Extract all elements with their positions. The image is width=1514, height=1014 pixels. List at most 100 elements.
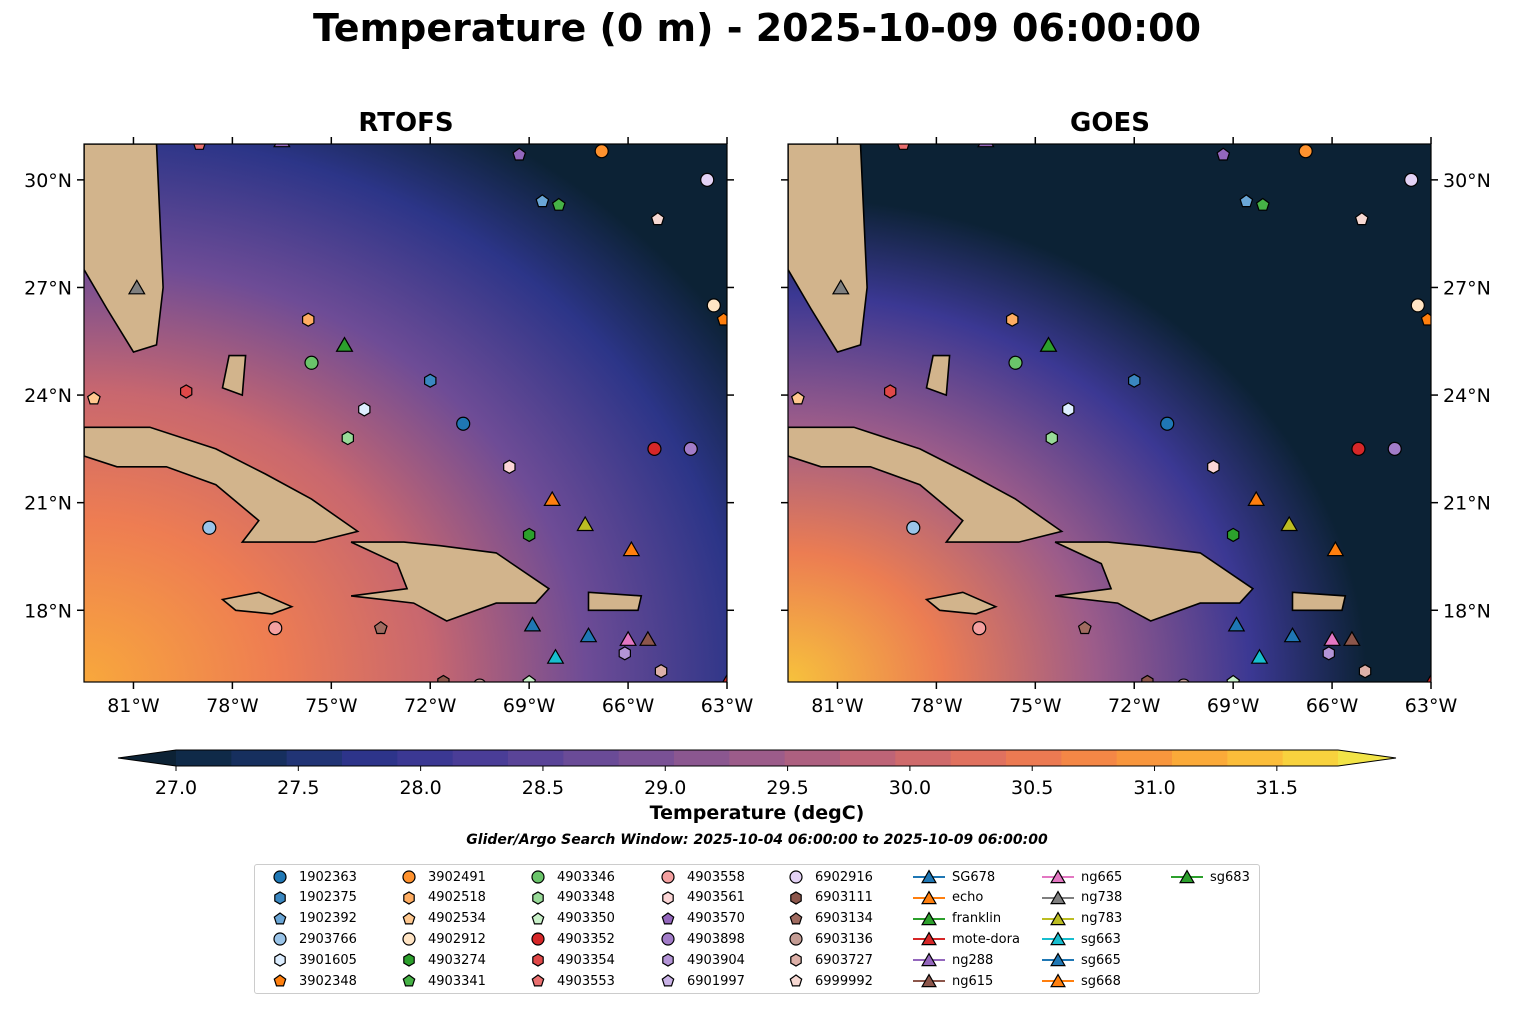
marker-sg678 — [523, 616, 542, 632]
marker-3902491 — [1298, 144, 1313, 159]
legend-symbol — [913, 890, 945, 904]
legend-marker — [402, 974, 416, 987]
legend-symbol — [789, 870, 803, 884]
legend-item: 3901605 — [267, 950, 357, 970]
legend-marker — [1050, 890, 1066, 904]
legend-symbol — [1042, 931, 1074, 946]
land-andros — [925, 354, 951, 397]
legend-item: 4903904 — [655, 950, 745, 970]
legend-symbol — [661, 911, 675, 925]
marker-4903350 — [1226, 674, 1241, 682]
marker-4902912 — [1410, 298, 1425, 313]
legend-label: 4903352 — [557, 931, 615, 947]
legend-label: 4902518 — [428, 890, 486, 906]
marker-4903341 — [1255, 197, 1270, 211]
legend-label: 6903727 — [815, 952, 873, 968]
colorbar-segment — [563, 750, 620, 766]
marker-6903134 — [1077, 620, 1092, 635]
legend-symbol — [403, 891, 415, 905]
legend-item: 4903558 — [655, 867, 745, 887]
marker-4903558 — [972, 621, 987, 636]
legend-item: echo — [912, 888, 983, 908]
panel-title-rtofs: RTOFS — [358, 108, 454, 138]
marker-4903352 — [1351, 441, 1366, 456]
marker-4903274 — [1226, 527, 1240, 543]
legend-label: 4903348 — [557, 890, 615, 906]
legend-label: 4903274 — [428, 952, 486, 968]
legend-item: 4903352 — [525, 929, 615, 949]
legend-symbol — [913, 952, 945, 967]
legend-marker — [1050, 869, 1066, 884]
marker-1902375 — [424, 373, 437, 388]
marker-ng738 — [127, 279, 146, 295]
legend-label: sg668 — [1081, 973, 1121, 989]
y-tick-label: 30°N — [1443, 170, 1491, 192]
map-frame-rtofs — [83, 143, 728, 683]
colorbar-label: Temperature (degC) — [649, 802, 865, 824]
legend-label: 1902363 — [299, 869, 357, 885]
marker-6903134 — [373, 620, 388, 635]
search-window-text: Glider/Argo Search Window: 2025-10-04 06… — [466, 832, 1048, 848]
legend-item: SG678 — [912, 867, 995, 887]
colorbar: 27.0 27.5 28.0 28.5 29.0 29.5 30.0 30.5 31.0 31.5 — [117, 749, 1397, 799]
legend-label: 4903904 — [687, 952, 745, 968]
y-tick-label: 24°N — [1443, 385, 1491, 407]
legend-marker — [921, 890, 937, 904]
legend-label: mote-dora — [952, 931, 1020, 947]
colorbar-segment — [1061, 750, 1118, 766]
legend-marker — [273, 974, 287, 987]
legend-symbol — [402, 932, 416, 946]
legend-symbol — [531, 911, 545, 925]
legend-label: 4903341 — [428, 973, 486, 989]
marker-4903570 — [512, 147, 527, 161]
legend-symbol — [913, 869, 945, 884]
marker-2903766 — [906, 520, 921, 535]
marker-ng288 — [977, 144, 995, 148]
legend-marker — [662, 953, 674, 967]
legend-symbol — [661, 974, 675, 987]
land-florida — [788, 144, 868, 353]
colorbar-tick-label: 27.0 — [155, 777, 197, 799]
legend-marker — [403, 891, 415, 905]
marker-3902491 — [594, 144, 609, 159]
colorbar-extend-low — [118, 750, 176, 766]
x-tick-label: 63°W — [701, 695, 754, 717]
colorbar-segment — [784, 750, 841, 766]
x-tick-label: 78°W — [206, 695, 259, 717]
marker-1902392 — [535, 194, 550, 208]
legend-item: 4903350 — [525, 909, 615, 929]
legend-label: 4903553 — [557, 973, 615, 989]
legend-marker — [403, 953, 415, 967]
legend-marker — [531, 870, 545, 884]
marker-ng783 — [1280, 515, 1299, 532]
legend: 1902363 1902375 1902392 2903766 3901605 39023… — [254, 864, 1260, 994]
marker-ng738 — [831, 279, 850, 295]
colorbar-segment — [286, 750, 343, 766]
x-tick-label: 75°W — [1009, 695, 1062, 717]
marker-4903346 — [1008, 355, 1023, 370]
legend-symbol — [913, 973, 945, 988]
marker-ng665 — [1323, 630, 1341, 646]
legend-symbol — [273, 932, 287, 946]
colorbar-tick-label: 30.0 — [889, 777, 931, 799]
panel-title-goes: GOES — [1070, 108, 1150, 138]
marker-4903341 — [551, 197, 566, 211]
colorbar-segment — [1006, 750, 1062, 766]
legend-item: 6903134 — [783, 909, 873, 929]
legend-label: 4903346 — [557, 869, 615, 885]
legend-symbol — [531, 932, 545, 946]
legend-marker — [921, 931, 937, 946]
legend-item: 4903898 — [655, 929, 745, 949]
legend-item: 6901997 — [655, 971, 745, 991]
marker-sg665 — [579, 627, 598, 643]
map-frame-goes — [787, 143, 1432, 683]
legend-symbol — [274, 891, 286, 905]
marker-1902375 — [1127, 373, 1141, 388]
marker-3901605 — [1062, 402, 1075, 417]
figure-title: Temperature (0 m) - 2025-10-09 06:00:00 — [312, 6, 1202, 50]
marker-4903346 — [304, 355, 319, 370]
legend-label: echo — [952, 890, 984, 906]
legend-symbol — [662, 953, 674, 967]
legend-marker — [921, 973, 937, 988]
legend-label: 3902491 — [428, 869, 486, 885]
